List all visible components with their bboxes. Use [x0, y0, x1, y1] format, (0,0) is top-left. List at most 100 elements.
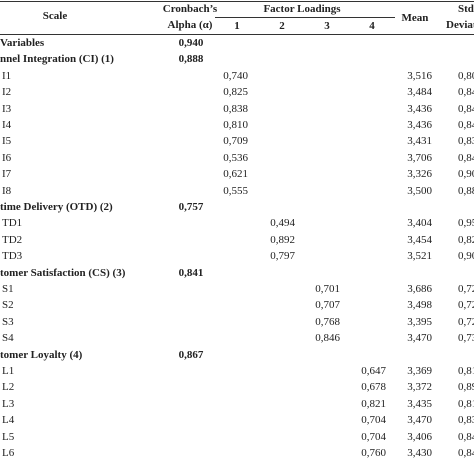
factor-rule [215, 17, 395, 18]
cell-f4: 0,647 [361, 365, 386, 377]
header-factor: 4 [369, 20, 375, 32]
header-alpha: Cronbach’s [162, 3, 218, 15]
cell-f3: 0,846 [315, 332, 340, 345]
item-label: L6 [2, 447, 15, 459]
cell-sd: 0,84 [458, 430, 474, 443]
cell-sd: 0,81 [458, 365, 474, 377]
header-factor: 2 [279, 20, 285, 32]
cell-sd: 0,72 [458, 299, 474, 312]
cell-f1: 0,740 [223, 69, 248, 82]
cell-sd: 0,81 [458, 397, 474, 410]
cell-alpha: 0,757 [178, 201, 204, 213]
cell-sd: 0,84 [458, 151, 474, 164]
cell-sd: 0,72 [458, 283, 474, 295]
cell-sd: 0,84 [458, 119, 474, 131]
cell-sd: 0,88 [458, 184, 474, 197]
item-label: S2 [2, 299, 14, 312]
cell-mean: 3,404 [407, 217, 432, 230]
cell-sd: 0,84 [458, 86, 474, 99]
cell-mean: 3,470 [407, 414, 432, 427]
item-label: I1 [2, 69, 12, 82]
cell-mean: 3,498 [407, 299, 432, 312]
cell-sd: 0,80 [458, 69, 474, 82]
cell-sd: 0,72 [458, 315, 474, 328]
cell-sd: 0,73 [458, 332, 474, 345]
item-label: I7 [2, 168, 12, 181]
item-label: L1 [2, 365, 15, 377]
header-mean: Mean [401, 12, 429, 24]
cell-mean: 3,430 [407, 447, 432, 459]
cell-alpha: 0,841 [178, 266, 204, 279]
group-label: Variables [0, 37, 45, 49]
cell-f2: 0,892 [270, 233, 295, 246]
cell-mean: 3,470 [407, 332, 432, 345]
item-label: S4 [2, 332, 14, 345]
cell-f2: 0,494 [270, 217, 295, 230]
group-label: tomer Loyalty (4) [0, 348, 83, 361]
item-label: I4 [2, 119, 12, 131]
cell-f4: 0,704 [361, 414, 386, 427]
cell-mean: 3,706 [407, 151, 432, 164]
cell-f1: 0,536 [223, 151, 248, 164]
cell-sd: 0,90 [458, 168, 474, 181]
cell-mean: 3,435 [407, 397, 432, 410]
cell-mean: 3,431 [407, 135, 432, 148]
cell-f4: 0,678 [361, 381, 386, 394]
item-label: TD3 [2, 250, 23, 263]
item-label: TD1 [2, 217, 23, 230]
item-label: I3 [2, 102, 12, 115]
cell-sd: 0,84 [458, 447, 474, 459]
cell-f4: 0,704 [361, 430, 386, 443]
cell-sd: 0,84 [458, 102, 474, 115]
cell-mean: 3,484 [407, 86, 432, 99]
item-label: L2 [2, 381, 15, 394]
cell-mean: 3,369 [407, 365, 432, 377]
item-label: L4 [2, 414, 15, 427]
cell-f4: 0,821 [361, 397, 386, 410]
item-label: L5 [2, 430, 15, 443]
cell-mean: 3,686 [407, 283, 432, 295]
cell-f3: 0,707 [315, 299, 340, 312]
item-label: S3 [2, 315, 14, 328]
cell-mean: 3,326 [407, 168, 432, 181]
cell-mean: 3,395 [407, 315, 432, 328]
cell-f1: 0,709 [223, 135, 248, 148]
cell-sd: 0,83 [458, 414, 474, 427]
cell-f1: 0,555 [223, 184, 248, 197]
header-factor: 3 [324, 20, 330, 32]
cell-f3: 0,701 [315, 283, 340, 295]
cell-alpha: 0,940 [178, 37, 204, 49]
cell-mean: 3,454 [407, 233, 432, 246]
group-label: tomer Satisfaction (CS) (3) [0, 266, 126, 279]
item-label: I2 [2, 86, 12, 99]
cell-f2: 0,797 [270, 250, 295, 263]
cell-f1: 0,838 [223, 102, 248, 115]
cell-mean: 3,406 [407, 430, 432, 443]
cell-mean: 3,516 [407, 69, 432, 82]
header-sd: Deviation [446, 19, 474, 31]
header-scale: Scale [42, 10, 68, 22]
header-rule [0, 34, 474, 35]
cell-f1: 0,825 [223, 86, 248, 99]
cell-mean: 3,372 [407, 381, 432, 394]
item-label: I6 [2, 151, 12, 164]
cell-f4: 0,760 [361, 447, 386, 459]
cell-alpha: 0,888 [178, 53, 204, 66]
item-label: I5 [2, 135, 12, 148]
cell-mean: 3,436 [407, 119, 432, 131]
cell-f1: 0,810 [223, 119, 248, 131]
cell-f3: 0,768 [315, 315, 340, 328]
header-sd: Std. [458, 3, 474, 15]
cell-sd: 0,90 [458, 250, 474, 263]
item-label: TD2 [2, 233, 23, 246]
cell-sd: 0,89 [458, 381, 474, 394]
cell-sd: 0,95 [458, 217, 474, 230]
header-alpha: Alpha (α) [167, 19, 213, 31]
cell-sd: 0,82 [458, 233, 474, 246]
item-label: L3 [2, 397, 15, 410]
cell-mean: 3,521 [407, 250, 432, 263]
item-label: I8 [2, 184, 12, 197]
cell-sd: 0,83 [458, 135, 474, 148]
group-label: time Delivery (OTD) (2) [0, 201, 113, 213]
